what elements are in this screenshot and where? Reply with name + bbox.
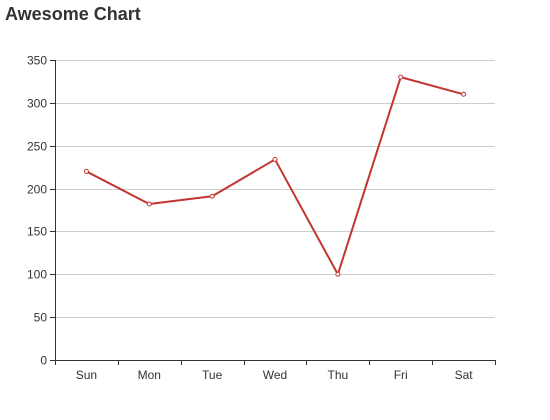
data-point[interactable] xyxy=(398,74,404,80)
y-tick-label: 250 xyxy=(27,140,47,154)
y-tick-label: 50 xyxy=(34,311,48,325)
y-tick-label: 350 xyxy=(27,54,47,68)
data-series xyxy=(83,74,467,277)
x-axis-labels: Sun Mon Tue Wed Thu Fri Sat xyxy=(76,368,473,382)
chart-title: Awesome Chart xyxy=(5,4,141,24)
series-line xyxy=(85,76,464,276)
y-tick-label: 300 xyxy=(27,97,47,111)
x-tick-label: Wed xyxy=(263,368,287,382)
x-tick-label: Sat xyxy=(455,368,474,382)
data-point[interactable] xyxy=(461,91,467,97)
y-tick-label: 200 xyxy=(27,183,47,197)
x-tick-label: Tue xyxy=(202,368,223,382)
y-tick-label: 0 xyxy=(40,354,47,368)
y-tick-label: 150 xyxy=(27,225,47,239)
data-point[interactable] xyxy=(209,193,215,199)
grid-lines xyxy=(55,60,495,318)
x-axis xyxy=(50,60,496,365)
y-axis-labels: 0 50 100 150 200 250 300 350 xyxy=(27,54,47,368)
y-tick-label: 100 xyxy=(27,268,47,282)
data-point[interactable] xyxy=(83,168,89,174)
data-point[interactable] xyxy=(335,271,341,277)
x-tick-label: Mon xyxy=(138,368,161,382)
x-tick-label: Sun xyxy=(76,368,97,382)
x-tick-label: Fri xyxy=(394,368,408,382)
data-point[interactable] xyxy=(272,156,278,162)
data-point[interactable] xyxy=(146,201,152,207)
x-tick-label: Thu xyxy=(328,368,349,382)
